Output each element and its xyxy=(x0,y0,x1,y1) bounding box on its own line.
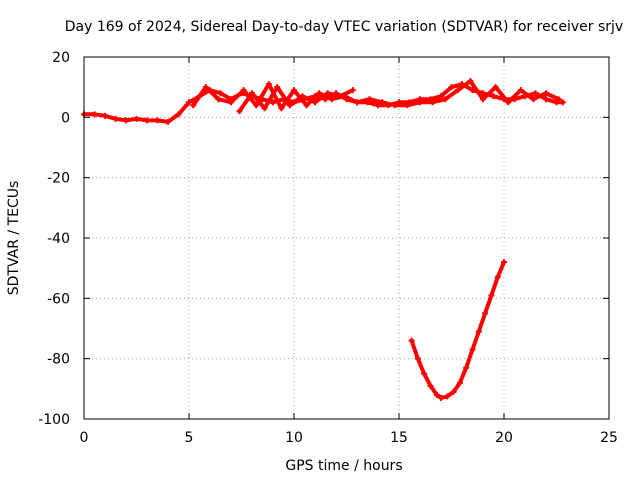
data-point xyxy=(469,346,476,353)
data-point xyxy=(494,274,501,281)
plot-frame xyxy=(83,56,610,420)
data-point xyxy=(366,96,373,103)
data-point xyxy=(454,87,461,94)
x-tick-label: 0 xyxy=(80,430,89,446)
data-point xyxy=(228,99,234,106)
data-point xyxy=(349,87,356,94)
data-point xyxy=(475,328,482,335)
x-tick-label: 20 xyxy=(495,430,513,446)
data-point xyxy=(253,102,260,109)
y-tick-label: -60 xyxy=(47,291,70,307)
data-point xyxy=(492,84,499,91)
data-point xyxy=(186,99,192,106)
data-point xyxy=(154,117,161,124)
data-point xyxy=(144,117,150,124)
x-tick-label: 15 xyxy=(390,430,408,446)
y-tick-label: 20 xyxy=(52,50,70,66)
data-point xyxy=(379,99,386,106)
data-point xyxy=(480,96,486,103)
data-point xyxy=(482,310,489,317)
data-point xyxy=(488,292,495,299)
grid xyxy=(84,57,609,419)
data-point xyxy=(450,388,457,395)
data-point xyxy=(530,96,537,103)
data-point xyxy=(278,105,285,112)
series-layer xyxy=(81,78,566,401)
data-point xyxy=(532,90,539,97)
data-point xyxy=(133,115,140,122)
data-point xyxy=(240,87,247,94)
data-point xyxy=(543,90,549,97)
data-point xyxy=(299,93,306,100)
data-point xyxy=(354,99,360,106)
x-axis-label: GPS time / hours xyxy=(285,458,402,474)
data-point xyxy=(249,90,255,97)
y-tick-label: 0 xyxy=(61,110,70,126)
data-point xyxy=(303,102,310,109)
data-point xyxy=(517,87,524,94)
data-point xyxy=(417,99,423,106)
data-point xyxy=(427,382,434,389)
chart-title: Day 169 of 2024, Sidereal Day-to-day VTE… xyxy=(65,19,623,35)
data-point xyxy=(448,84,455,91)
data-point xyxy=(555,96,562,103)
data-point xyxy=(265,81,272,88)
data-point xyxy=(102,112,108,119)
data-point xyxy=(505,99,512,106)
data-point xyxy=(429,99,436,106)
data-point xyxy=(456,379,463,386)
data-point xyxy=(444,393,451,400)
data-point xyxy=(501,259,507,266)
y-tick-label: -100 xyxy=(38,412,70,428)
data-point xyxy=(175,111,182,118)
data-point xyxy=(261,105,268,112)
data-point xyxy=(414,355,421,362)
data-point xyxy=(217,90,224,97)
data-point xyxy=(274,84,281,91)
data-point xyxy=(467,78,474,85)
y-axis-label: SDTVAR / TECUs xyxy=(6,181,22,296)
data-point xyxy=(442,96,449,103)
data-point xyxy=(270,99,276,106)
data-point xyxy=(404,102,411,109)
x-tick-label: 5 xyxy=(185,430,194,446)
series-line-3 xyxy=(237,85,355,114)
data-point xyxy=(312,99,318,106)
data-point xyxy=(291,87,297,94)
ticks: 0 5 10 15 20 25 -100 -80 -60 -40 -20 0 20 xyxy=(38,50,618,446)
data-point xyxy=(543,96,549,103)
data-point xyxy=(190,102,197,109)
data-point xyxy=(324,90,331,97)
data-point xyxy=(433,391,440,398)
data-point xyxy=(391,102,398,109)
y-tick-label: -40 xyxy=(47,231,70,247)
data-point xyxy=(463,364,470,371)
data-point xyxy=(202,84,209,91)
series-line-2 xyxy=(191,79,561,111)
y-tick-label: -80 xyxy=(47,352,70,368)
data-point xyxy=(337,93,344,100)
data-point xyxy=(165,118,171,125)
data-point xyxy=(123,117,129,124)
data-point xyxy=(316,90,323,97)
x-tick-label: 25 xyxy=(600,430,618,446)
data-point xyxy=(490,93,497,100)
data-point xyxy=(559,99,566,106)
data-point xyxy=(286,102,293,109)
data-point xyxy=(421,370,428,377)
y-tick-label: -20 xyxy=(47,171,70,187)
data-point xyxy=(408,337,415,344)
data-point xyxy=(91,111,98,118)
x-tick-label: 10 xyxy=(285,430,303,446)
data-point xyxy=(438,394,444,401)
data-point xyxy=(236,108,243,115)
data-point xyxy=(112,115,119,122)
data-point xyxy=(215,96,222,103)
data-point xyxy=(328,96,335,103)
series-line-4 xyxy=(409,260,506,400)
